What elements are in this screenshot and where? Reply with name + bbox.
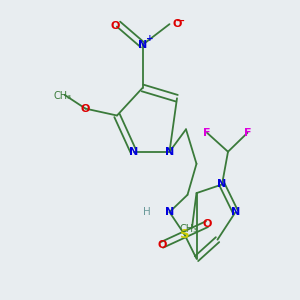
Text: O: O [157, 240, 167, 250]
Text: O: O [202, 219, 212, 229]
Text: CH₃: CH₃ [54, 91, 72, 100]
Text: N: N [129, 147, 138, 157]
Text: N: N [165, 147, 174, 157]
Text: O: O [81, 103, 90, 114]
Text: +: + [146, 34, 153, 43]
Text: H: H [143, 207, 151, 217]
Text: N: N [138, 40, 147, 50]
Text: N: N [218, 179, 226, 190]
Text: O: O [111, 21, 120, 31]
Text: N: N [165, 207, 174, 217]
Text: CH₃: CH₃ [180, 224, 198, 234]
Text: F: F [203, 128, 211, 138]
Text: O: O [172, 19, 182, 29]
Text: S: S [180, 228, 189, 241]
Text: N: N [231, 207, 240, 217]
Text: −: − [176, 16, 186, 26]
Text: F: F [244, 128, 251, 138]
